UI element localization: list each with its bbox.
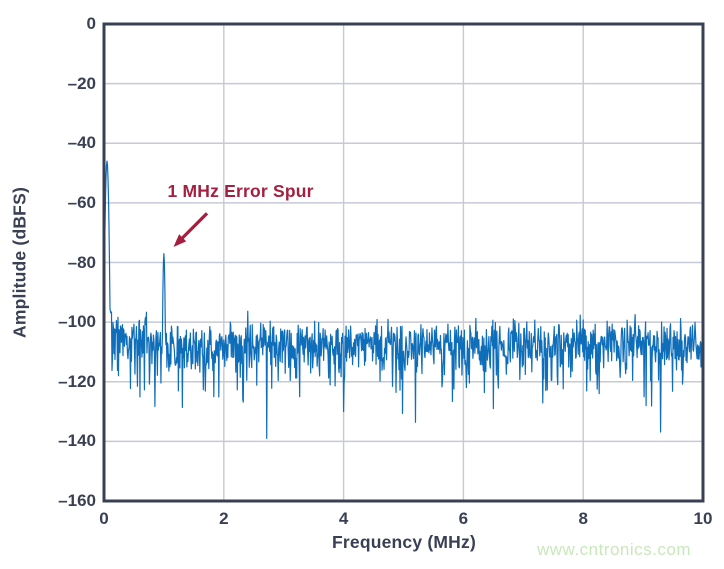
x-tick-label: 10 bbox=[693, 509, 713, 528]
y-tick-label: –160 bbox=[58, 491, 96, 510]
x-tick-label: 8 bbox=[578, 509, 588, 528]
annotation-arrow-shaft bbox=[179, 212, 209, 242]
y-axis-title: Amplitude (dBFS) bbox=[9, 187, 30, 338]
y-tick-label: –120 bbox=[58, 371, 96, 391]
x-tick-label: 0 bbox=[99, 509, 109, 528]
y-tick-label: –20 bbox=[67, 73, 96, 93]
x-axis-title: Frequency (MHz) bbox=[332, 532, 476, 552]
y-tick-label: –40 bbox=[67, 133, 96, 153]
y-tick-label: –100 bbox=[58, 312, 96, 332]
y-tick-label: –60 bbox=[67, 192, 96, 212]
y-tick-label: 0 bbox=[86, 14, 96, 33]
error-spur-annotation: 1 MHz Error Spur bbox=[167, 181, 314, 202]
x-tick-label: 4 bbox=[338, 509, 349, 528]
y-tick-label: –140 bbox=[58, 431, 96, 451]
plot-border bbox=[102, 22, 705, 503]
x-tick-label: 2 bbox=[219, 509, 229, 528]
spectrum-trace bbox=[104, 160, 703, 439]
x-tick-label: 6 bbox=[458, 509, 469, 528]
y-tick-label: –80 bbox=[67, 252, 96, 272]
watermark-text: www.cntronics.com bbox=[537, 540, 691, 559]
annotation-arrow-head bbox=[173, 234, 187, 247]
